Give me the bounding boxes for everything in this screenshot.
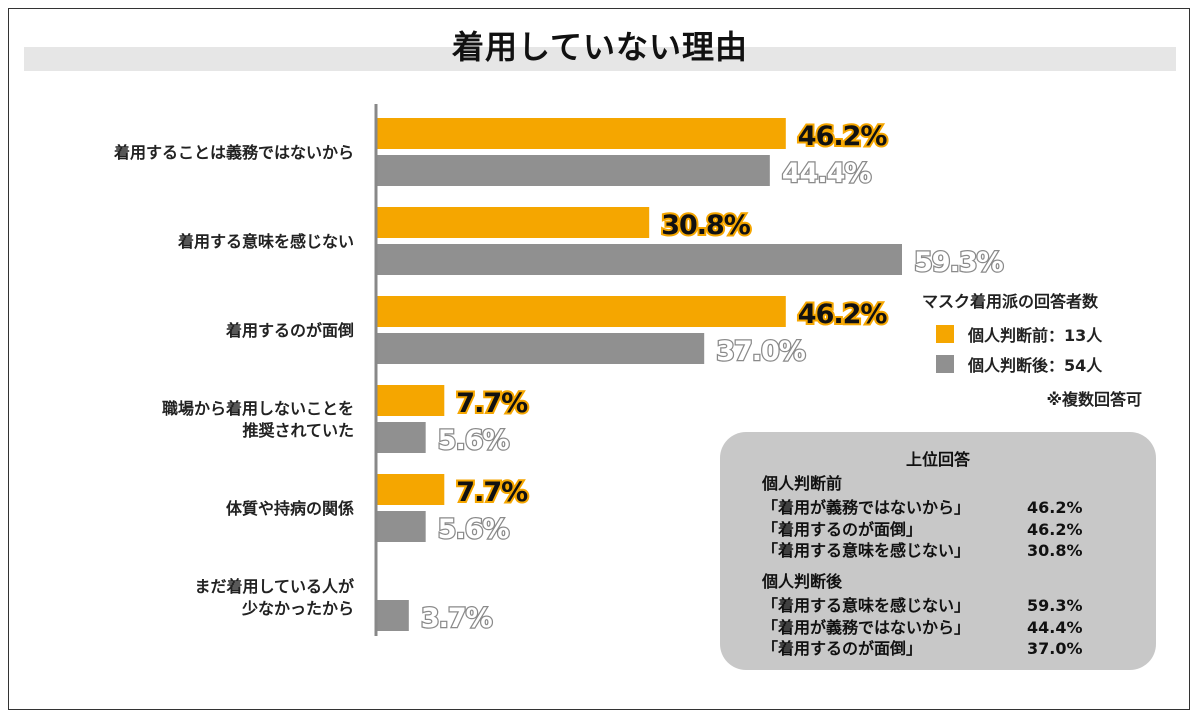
category-label-line: 推奨されていた xyxy=(242,421,354,440)
panel-row: 「着用が義務ではないから」 44.4% xyxy=(762,617,1142,639)
data-label-before: 30.8% xyxy=(661,210,751,241)
data-label-after: 37.0% xyxy=(716,336,806,367)
top-answers-panel: 上位回答 個人判断前 「着用が義務ではないから」 46.2% 「着用するのが面倒… xyxy=(720,432,1156,670)
panel-row: 「着用する意味を感じない」 30.8% xyxy=(762,540,1142,562)
panel-row-reason: 「着用が義務ではないから」 xyxy=(762,498,971,517)
bar-before xyxy=(376,118,786,149)
data-label-after: 59.3% xyxy=(914,247,1004,278)
bar-before xyxy=(376,474,445,505)
chart-title: 着用していない理由 xyxy=(451,28,749,66)
bar-after xyxy=(376,244,902,275)
panel-row-reason: 「着用する意味を感じない」 xyxy=(762,541,971,560)
data-label-after: 5.6% xyxy=(438,514,510,545)
category-label-line: まだ着用している人が xyxy=(194,577,354,596)
category-label-line: 体質や持病の関係 xyxy=(226,499,354,518)
data-label-before: 46.2% xyxy=(798,121,888,152)
legend-item-after: 個人判断後：54人 xyxy=(936,352,1152,376)
category-label: 職場から着用しないことを推奨されていた xyxy=(162,399,354,440)
category-label-line: 着用することは義務ではないから xyxy=(113,143,354,162)
bar-before xyxy=(376,385,445,416)
panel-title: 上位回答 xyxy=(905,450,970,469)
category-label-line: 着用する意味を感じない xyxy=(177,232,354,251)
bar-before xyxy=(376,207,650,238)
legend-label-after: 個人判断後：54人 xyxy=(968,356,1103,375)
legend: マスク着用派の回答者数 個人判断前：13人 個人判断後：54人 ※複数回答可 xyxy=(922,288,1152,410)
panel-group-heading: 個人判断前 xyxy=(762,474,843,493)
data-label-after: 44.4% xyxy=(782,158,872,189)
data-label-before: 7.7% xyxy=(456,388,528,419)
legend-swatch-after xyxy=(936,355,954,373)
panel-row-reason: 「着用する意味を感じない」 xyxy=(762,596,971,615)
data-label-after: 5.6% xyxy=(438,425,510,456)
bar-after xyxy=(376,155,770,186)
category-label: 着用することは義務ではないから xyxy=(113,143,354,162)
panel-group-after: 個人判断後 「着用する意味を感じない」 59.3% 「着用が義務ではないから」 … xyxy=(762,568,1142,660)
panel-group-before: 個人判断前 「着用が義務ではないから」 46.2% 「着用するのが面倒」 46.… xyxy=(762,470,1142,562)
bar-after xyxy=(376,422,426,453)
title-bar xyxy=(24,47,1176,71)
data-label-before: 7.7% xyxy=(456,477,528,508)
panel-row-percent: 59.3% xyxy=(1027,596,1083,615)
bar-after xyxy=(376,600,409,631)
panel-row-reason: 「着用するのが面倒」 xyxy=(762,639,923,658)
bar-after xyxy=(376,511,426,542)
legend-item-before: 個人判断前：13人 xyxy=(936,322,1152,346)
panel-row: 「着用が義務ではないから」 46.2% xyxy=(762,497,1142,519)
category-label-line: 着用するのが面倒 xyxy=(225,321,354,340)
bar-after xyxy=(376,333,705,364)
panel-row-reason: 「着用が義務ではないから」 xyxy=(762,617,971,637)
chart-frame xyxy=(8,8,1190,710)
panel-row-percent: 37.0% xyxy=(1027,639,1083,658)
legend-swatch-before xyxy=(936,325,954,343)
legend-label-before: 個人判断前：13人 xyxy=(968,326,1103,345)
category-label: 着用する意味を感じない xyxy=(177,232,354,251)
category-label: まだ着用している人が少なかったから xyxy=(194,577,354,618)
category-label: 体質や持病の関係 xyxy=(226,499,354,518)
data-label-before: 46.2% xyxy=(798,299,888,330)
legend-title: マスク着用派の回答者数 xyxy=(922,292,1099,311)
category-label-line: 少なかったから xyxy=(241,599,354,618)
data-label-after: 3.7% xyxy=(421,603,493,634)
panel-row-reason: 「着用するのが面倒」 xyxy=(762,519,923,539)
panel-row: 「着用する意味を感じない」 59.3% xyxy=(762,595,1142,617)
category-label: 着用するのが面倒 xyxy=(225,321,354,340)
panel-group-heading: 個人判断後 xyxy=(762,572,843,591)
category-label-line: 職場から着用しないことを xyxy=(162,399,354,418)
panel-row-percent: 44.4% xyxy=(1027,617,1083,637)
panel-row: 「着用するのが面倒」 46.2% xyxy=(762,519,1142,541)
panel-row: 「着用するのが面倒」 37.0% xyxy=(762,638,1142,660)
bar-before xyxy=(376,296,786,327)
panel-row-percent: 46.2% xyxy=(1027,498,1083,517)
panel-row-percent: 30.8% xyxy=(1027,541,1083,560)
legend-note: ※複数回答可 xyxy=(1046,390,1142,409)
panel-row-percent: 46.2% xyxy=(1027,519,1083,539)
